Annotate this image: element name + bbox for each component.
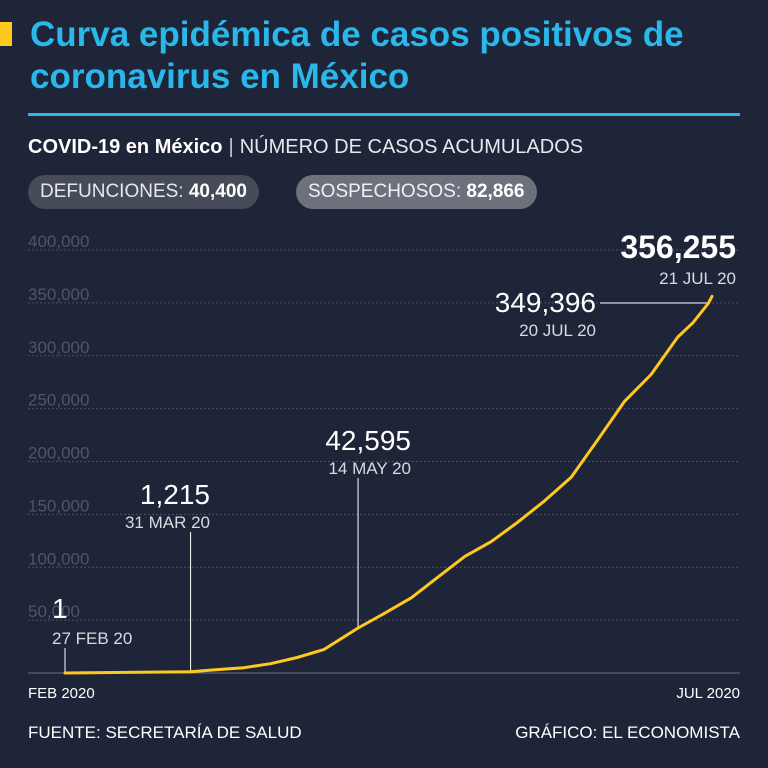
suspected-label: SOSPECHOSOS: [308,181,462,202]
annotation-value: 1 [52,593,68,624]
y-tick-label: 300,000 [28,338,89,357]
deaths-badge: DEFUNCIONES: 40,400 [28,175,259,209]
y-tick-label: 350,000 [28,285,89,304]
y-tick-label: 50,000 [28,602,80,621]
annotation-value: 356,255 [620,229,736,265]
y-tick-label: 400,000 [28,232,89,251]
source-credit: FUENTE: SECRETARÍA DE SALUD [28,723,302,742]
accent-bar [0,22,12,46]
annotation-value: 42,595 [325,425,411,456]
subtitle-strong: COVID-19 en México [28,136,223,158]
deaths-value: 40,400 [188,181,247,202]
annotation-date: 31 MAR 20 [125,513,210,532]
graphic-credit: GRÁFICO: EL ECONOMISTA [515,723,740,742]
y-tick-label: 100,000 [28,549,89,568]
y-tick-label: 150,000 [28,496,89,515]
suspected-badge: SOSPECHOSOS: 82,866 [296,175,537,209]
cases-series-line [63,294,714,675]
y-tick-label: 250,000 [28,391,89,410]
page-title: Curva epidémica de casos positivos de co… [30,15,684,96]
annotation-date: 20 JUL 20 [519,321,596,340]
subtitle-separator: | [228,136,234,158]
chart-subtitle: COVID-19 en México | NÚMERO DE CASOS ACUMU… [28,134,583,160]
suspected-value: 82,866 [466,181,525,202]
deaths-label: DEFUNCIONES: [40,181,184,202]
annotation-value: 1,215 [140,479,210,510]
annotation-value: 349,396 [495,287,596,318]
x-axis-end-label: JUL 2020 [676,685,740,702]
annotation-date: 21 JUL 20 [659,269,736,288]
x-axis-start-label: FEB 2020 [28,685,95,702]
y-tick-label: 200,000 [28,444,89,463]
annotation-date: 27 FEB 20 [52,629,132,648]
title-divider [28,113,740,116]
annotation-date: 14 MAY 20 [328,459,411,478]
subtitle-rest: NÚMERO DE CASOS ACUMULADOS [239,136,584,158]
